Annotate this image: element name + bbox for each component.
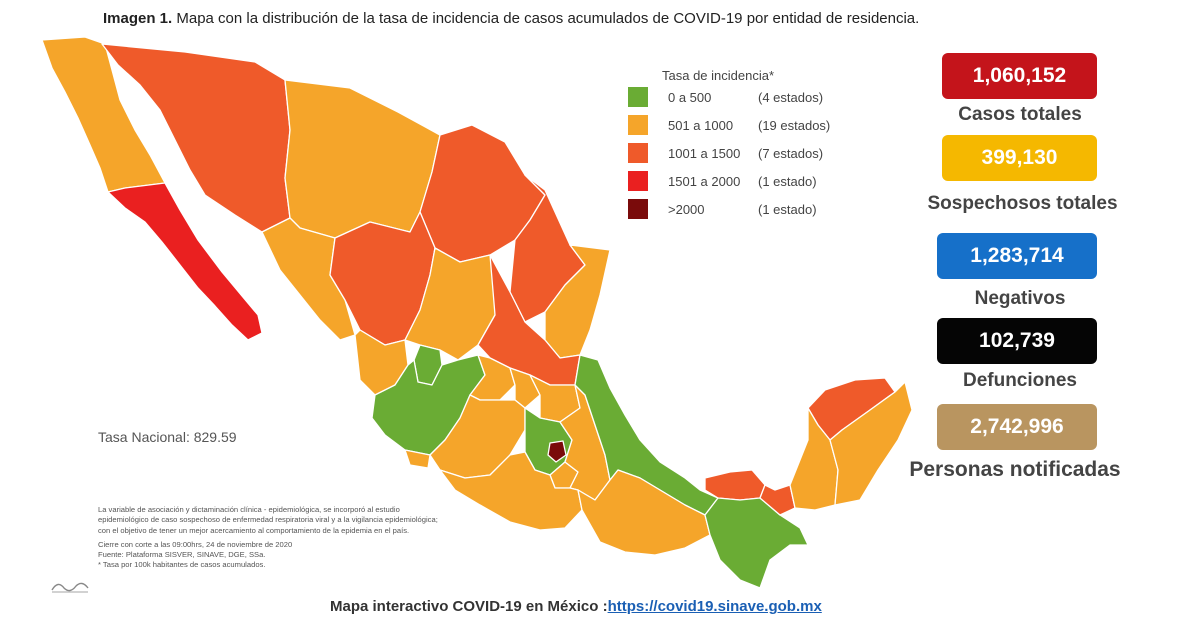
legend-range: 1501 a 2000 (668, 174, 741, 189)
footnote-line: epidemiológico de caso sospechoso de enf… (98, 515, 438, 525)
figure-title-prefix: Imagen 1. (103, 10, 173, 27)
legend-swatch-green (628, 87, 648, 107)
footnote-line: con el objetivo de tener un mejor acerca… (98, 525, 410, 535)
legend-range: 0 a 500 (668, 90, 712, 105)
figure-title: Imagen 1. Mapa con la distribución de la… (103, 10, 919, 27)
stat-label-personas-notificadas: Personas notificadas (909, 458, 1121, 481)
stat-label-negativos: Negativos (974, 288, 1066, 309)
stat-value-negativos: 1,283,714 (937, 233, 1097, 279)
stat-label-defunciones: Defunciones (962, 370, 1078, 391)
state-colima[interactable] (404, 449, 431, 469)
legend-count: (7 estados) (758, 146, 824, 161)
footer-text: Mapa interactivo COVID-19 en México : (330, 598, 608, 615)
state-ciudad-de-mexico[interactable] (547, 440, 567, 463)
legend-swatch-dark-red (628, 199, 648, 219)
tasa-nacional: Tasa Nacional: 829.59 (98, 429, 237, 445)
stat-label-sospechosos: Sospechosos totales (927, 193, 1118, 214)
footer-link[interactable]: https://covid19.sinave.gob.mx (607, 598, 822, 615)
legend-item: 0 a 500 (4 estados) (628, 87, 848, 109)
stat-value-casos-totales: 1,060,152 (942, 53, 1097, 99)
state-nuevo-leon[interactable] (509, 174, 586, 323)
footnote-line: Fuente: Plataforma SISVER, SINAVE, DGE, … (98, 550, 266, 560)
legend-item: >2000 (1 estado) (628, 199, 848, 221)
legend-count: (1 estado) (758, 202, 817, 217)
legend-item: 501 a 1000 (19 estados) (628, 115, 848, 137)
figure-title-text: Mapa con la distribución de la tasa de i… (172, 10, 920, 27)
stat-value-defunciones: 102,739 (937, 318, 1097, 364)
stat-value-personas-notificadas: 2,742,996 (937, 404, 1097, 450)
legend-swatch-red (628, 171, 648, 191)
state-sinaloa[interactable] (261, 217, 356, 341)
state-baja-california-sur[interactable] (107, 182, 263, 341)
legend-item: 1001 a 1500 (7 estados) (628, 143, 848, 165)
legend-count: (4 estados) (758, 90, 824, 105)
legend-swatch-red-orange (628, 143, 648, 163)
state-quintana-roo[interactable] (829, 381, 913, 506)
footer: Mapa interactivo COVID-19 en México :htt… (330, 598, 822, 615)
legend-swatch-orange (628, 115, 648, 135)
stat-value-sospechosos: 399,130 (942, 135, 1097, 181)
wave-logo-icon (51, 582, 89, 593)
footnotes: La variable de asociación y dictaminació… (98, 505, 558, 571)
state-sonora[interactable] (101, 43, 291, 233)
state-tabasco[interactable] (704, 469, 766, 501)
stat-label-casos-totales: Casos totales (958, 104, 1082, 125)
state-chihuahua[interactable] (284, 79, 441, 239)
footnote-line: Cierre con corte a las 09:00hrs, 24 de n… (98, 539, 293, 549)
footnote-line: La variable de asociación y dictaminació… (98, 505, 400, 514)
state-guerrero[interactable] (439, 451, 583, 531)
legend-range: 501 a 1000 (668, 118, 734, 133)
footnote-line: * Tasa por 100k habitantes de casos acum… (98, 560, 266, 570)
legend-range: 1001 a 1500 (668, 146, 741, 161)
legend-title: Tasa de incidencia* (662, 68, 775, 83)
legend-count: (19 estados) (758, 118, 831, 133)
legend-item: 1501 a 2000 (1 estado) (628, 171, 848, 193)
state-chiapas[interactable] (704, 497, 809, 589)
legend-count: (1 estado) (758, 174, 817, 189)
legend-range: >2000 (668, 202, 705, 217)
